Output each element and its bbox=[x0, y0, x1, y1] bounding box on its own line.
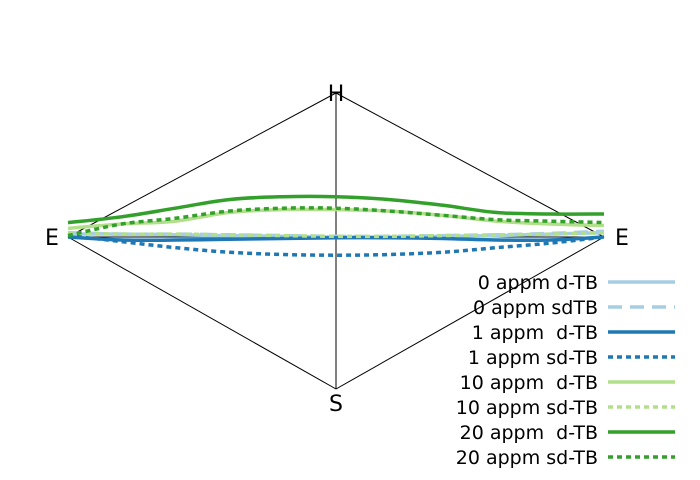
legend-item-10-appm-sd-tb: 10 appm sd-TB bbox=[456, 397, 675, 419]
legend-item-1-appm-sd-tb: 1 appm sd-TB bbox=[468, 347, 675, 369]
legend-label: 1 appm sd-TB bbox=[468, 347, 598, 369]
legend-label: 0 appm sdTB bbox=[473, 297, 598, 319]
legend-label: 1 appm d-TB bbox=[472, 322, 598, 344]
legend: 0 appm d-TB 0 appm sdTB 1 appm d-TB 1 appm … bbox=[456, 272, 675, 469]
legend-label: 10 appm d-TB bbox=[460, 372, 598, 394]
legend-item-0-appm-sdtb: 0 appm sdTB bbox=[473, 297, 675, 319]
legend-item-1-appm-d-tb: 1 appm d-TB bbox=[472, 322, 675, 344]
series-line-20-appm-sd-tb bbox=[67, 206, 605, 238]
vertex-label-left: E bbox=[45, 226, 59, 251]
edge-left-top bbox=[67, 92, 337, 238]
edge-right-bottom bbox=[335, 236, 605, 390]
series-line-1-appm-sd-tb bbox=[67, 233, 605, 257]
legend-label: 10 appm sd-TB bbox=[456, 397, 598, 419]
legend-item-20-appm-d-tb: 20 appm d-TB bbox=[460, 422, 675, 444]
vertex-label-right: E bbox=[615, 226, 629, 251]
legend-label: 0 appm d-TB bbox=[478, 272, 598, 294]
legend-item-10-appm-d-tb: 10 appm d-TB bbox=[460, 372, 675, 394]
series-line-1-appm-d-tb bbox=[67, 235, 605, 243]
legend-label: 20 appm d-TB bbox=[460, 422, 598, 444]
series-layer bbox=[67, 194, 605, 257]
edge-bottom-left bbox=[67, 236, 337, 390]
vertex-label-bottom: S bbox=[329, 392, 343, 417]
legend-item-20-appm-sd-tb: 20 appm sd-TB bbox=[456, 447, 675, 469]
series-line-10-appm-sd-tb bbox=[67, 230, 605, 239]
legend-label: 20 appm sd-TB bbox=[456, 447, 598, 469]
vertex-label-top: H bbox=[328, 82, 345, 107]
series-line-20-appm-d-tb bbox=[67, 194, 605, 225]
vertex-labels: H E E S bbox=[45, 82, 629, 417]
legend-item-0-appm-d-tb: 0 appm d-TB bbox=[478, 272, 675, 294]
